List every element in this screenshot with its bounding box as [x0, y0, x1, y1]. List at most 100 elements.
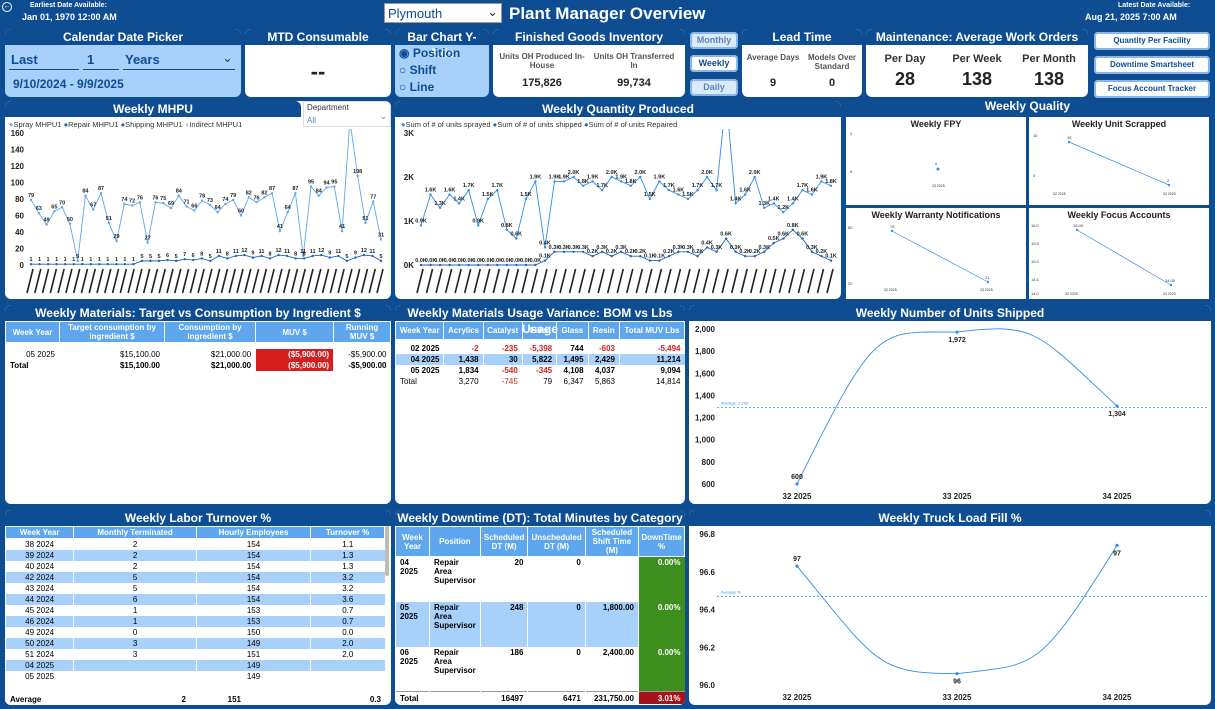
x-tick-mark [463, 268, 472, 294]
table-row[interactable]: 50 2024 3 149 2.0 [5, 638, 385, 649]
data-label: 76 [137, 195, 143, 201]
weekly-button[interactable]: Weekly [690, 55, 738, 72]
scrapped-title: Weekly Unit Scrapped [1071, 119, 1167, 129]
data-point [364, 221, 367, 225]
table-row[interactable]: 42 2024 5 154 3.2 [5, 572, 385, 583]
table-row[interactable]: 02 2025 -2 -235 -5,398 744 -603 -5,494 [395, 342, 685, 354]
col-header: Catalyst [482, 321, 523, 340]
table-row[interactable]: 05 2025 $15,100.00 $21,000.00 ($5,900.00… [5, 348, 391, 360]
date-count-input[interactable]: 1 [83, 50, 119, 70]
cell-muv: ($5,900.00) [255, 348, 334, 360]
data-label: 1.6K [739, 188, 751, 194]
cell: 1.1 [310, 538, 385, 550]
table-row[interactable]: 05 2025 1,834 -540 -345 4,108 4,037 9,09… [395, 364, 685, 376]
data-label: 1.4K [730, 196, 742, 202]
date-mode-select[interactable]: Last [9, 50, 79, 70]
data-label: 75 [160, 196, 166, 202]
data-point [782, 211, 785, 214]
data-label: 8 [226, 251, 229, 257]
y-axis-option-line[interactable]: ○ Line [399, 80, 434, 94]
table-row[interactable]: 04 2025 149 [5, 660, 385, 671]
y-axis-option-shift[interactable]: ○ Shift [399, 63, 436, 77]
data-label: 1.9K [549, 174, 561, 180]
legend-indirect: Indirect MHPU1 [189, 120, 243, 129]
data-label: 8 [268, 251, 271, 257]
monthly-button[interactable]: Monthly [690, 32, 738, 49]
y-tick-label: 96.4 [699, 606, 715, 615]
data-point [286, 211, 289, 214]
focus-title: Weekly Focus Accounts [1067, 210, 1171, 220]
table-row[interactable]: 43 2024 5 154 3.2 [5, 583, 385, 594]
data-label: 74 [121, 197, 128, 203]
focus-account-tracker-button[interactable]: Focus Account Tracker [1094, 80, 1210, 98]
data-point [467, 263, 470, 267]
x-tick-mark [72, 268, 81, 294]
data-point [149, 259, 152, 263]
data-label: 0.3K [673, 245, 685, 251]
data-point [154, 201, 157, 204]
x-tick-mark [616, 268, 625, 294]
date-unit-select[interactable]: Years ⌄ [123, 50, 235, 70]
x-tick-mark [769, 268, 777, 294]
data-point [174, 259, 178, 263]
data-point [572, 175, 575, 179]
page-title: Plant Manager Overview [509, 4, 706, 23]
department-filter[interactable]: Department All ⌄ [303, 101, 391, 127]
y-axis-option-position[interactable]: ◉ Position [399, 46, 460, 60]
table-row[interactable]: 05 2025 Repair Area Supervisor 248 0 1,8… [395, 601, 685, 647]
table-row[interactable]: 40 2024 2 154 1.3 [5, 561, 385, 572]
focus-plot: 16.0 15.5 15.0 14.5 14.0 16.00 14.00 32 202… [1031, 223, 1176, 296]
y-tick-label: 1K [404, 217, 414, 226]
data-label: 0.1K [825, 254, 837, 260]
downtime-smartsheet-button[interactable]: Downtime Smartsheet [1094, 56, 1210, 74]
table-row[interactable]: 04 2025 Repair Area Supervisor 20 0 0.00… [395, 556, 685, 602]
cell: 38 2024 [5, 538, 74, 550]
table-row[interactable]: 05 2025 149 [5, 671, 385, 682]
table-row[interactable]: 38 2024 2 154 1.1 [5, 538, 385, 550]
back-icon[interactable]: ← [2, 2, 12, 12]
data-label: 79 [28, 193, 34, 199]
table-row[interactable]: 51 2024 3 151 2.0 [5, 649, 385, 660]
data-point [419, 224, 423, 227]
data-label: 9 [251, 251, 254, 257]
data-point [620, 250, 623, 253]
table-row[interactable]: 39 2024 2 154 1.3 [5, 550, 385, 561]
data-label: 29 [113, 234, 119, 240]
cell: 3 [73, 649, 197, 660]
table-row[interactable]: 04 2025 1,438 30 5,822 1,495 2,429 11,21… [395, 353, 685, 365]
data-label: 1 [89, 257, 92, 263]
table-row[interactable]: 06 2025 Repair Area Supervisor 186 0 2,4… [395, 646, 685, 692]
data-point [515, 237, 518, 240]
data-label: 0.2K [634, 249, 646, 255]
vertical-scrollbar[interactable] [385, 526, 389, 576]
facility-select[interactable]: Plymouth ⌄ [384, 3, 502, 23]
data-point [302, 254, 305, 258]
y-axis-title: Bar Chart Y-Axis [395, 29, 489, 60]
cell: Repair Area Supervisor [429, 556, 481, 602]
data-label: 0.8K [787, 223, 799, 229]
data-point [639, 175, 642, 179]
data-point [734, 202, 737, 205]
y-tick-label: 0K [404, 261, 414, 270]
data-label: 84 [176, 189, 183, 195]
data-label: 84 [316, 189, 323, 195]
quantity-per-facility-button[interactable]: Quantity Per Facility [1094, 32, 1210, 50]
daily-button[interactable]: Daily [690, 79, 738, 96]
data-label: 1.7K [711, 183, 723, 189]
data-label: 72 [129, 199, 135, 205]
cell: 44 2024 [5, 594, 74, 605]
table-row[interactable]: 44 2024 6 154 3.6 [5, 594, 385, 605]
data-point [278, 229, 282, 233]
table-row[interactable]: 45 2024 1 153 0.7 [5, 605, 385, 616]
data-label: 73 [207, 198, 213, 204]
data-label: 6 [166, 253, 169, 259]
x-tick-mark [321, 268, 330, 294]
cell: 154 [195, 561, 311, 572]
legend-sprayed-icon: ● [401, 120, 406, 129]
table-row[interactable]: 49 2024 0 150 0.0 [5, 627, 385, 638]
data-label: 1.5K [644, 192, 656, 198]
table-row[interactable]: 46 2024 1 153 0.7 [5, 616, 385, 627]
data-point [216, 211, 219, 214]
data-label: 2.0K [701, 170, 713, 176]
x-tick-mark [26, 268, 34, 294]
